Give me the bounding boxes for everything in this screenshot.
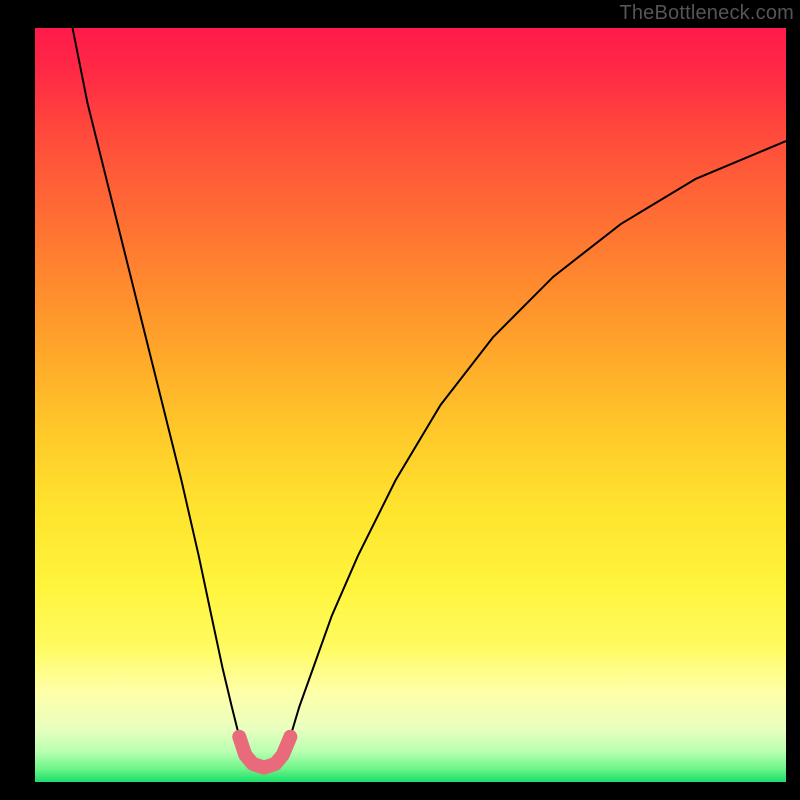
chart-plot-area	[35, 28, 786, 782]
gradient-background	[35, 28, 786, 782]
watermark-text: TheBottleneck.com	[619, 2, 794, 25]
